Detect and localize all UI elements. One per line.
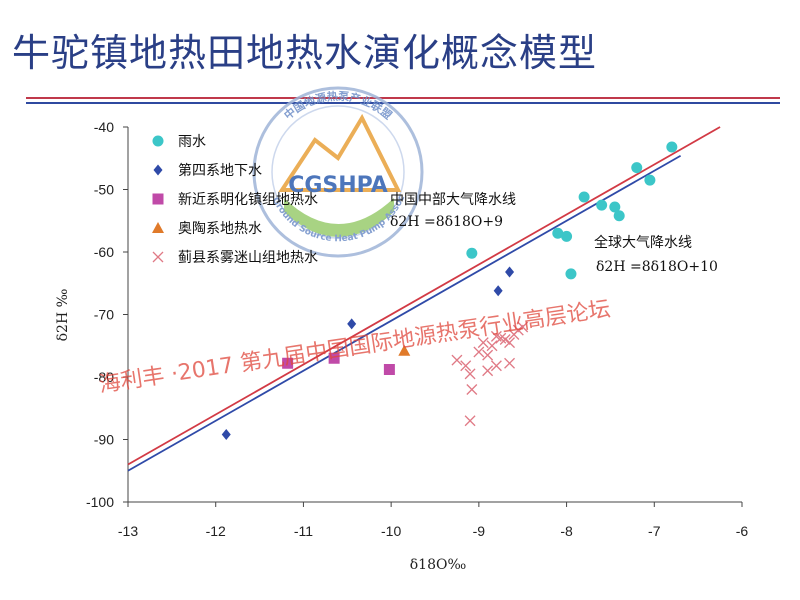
data-point-series-0 xyxy=(613,210,625,222)
data-point-series-4 xyxy=(451,354,463,366)
gmwl-label: 全球大气降水线 xyxy=(594,234,692,251)
data-point-series-4 xyxy=(460,360,472,372)
x-tick-label: -9 xyxy=(473,523,486,539)
data-point-series-0 xyxy=(631,162,643,174)
legend-label-0: 雨水 xyxy=(178,134,206,150)
x-marker-stroke xyxy=(486,340,498,352)
y-tick-label: -60 xyxy=(94,244,114,260)
data-point-series-4 xyxy=(464,368,476,380)
data-point-series-0 xyxy=(552,227,564,239)
data-point-series-0 xyxy=(561,230,573,242)
x-marker-stroke xyxy=(499,334,511,345)
x-marker-stroke xyxy=(482,365,494,377)
data-point-series-0 xyxy=(596,199,608,211)
plot-area: -13 -12 -11 -10 -9 -8 -7 -6 -40 -50 -60 -70 -80 -90 -1… xyxy=(86,119,748,539)
data-point-series-4 xyxy=(482,349,494,361)
data-point-series-4 xyxy=(473,346,485,358)
legend-marker-4 xyxy=(152,251,164,263)
data-point-series-0 xyxy=(578,191,590,203)
data-point-series-1 xyxy=(347,318,357,330)
slide-title: 牛驼镇地热田地热水演化概念模型 xyxy=(12,31,598,75)
cgshpa-logo: CGSHPA 中国地源热泵产业联盟 China Ground Source He… xyxy=(0,0,424,258)
y-tick-label: -70 xyxy=(94,307,114,323)
logo-roof-icon xyxy=(278,113,402,192)
x-marker-stroke xyxy=(460,360,472,372)
title-divider-blue xyxy=(26,102,780,104)
legend-label-3: 奥陶系地热水 xyxy=(178,220,262,237)
legend-marker-2 xyxy=(152,193,164,205)
data-point-series-3 xyxy=(398,344,411,356)
logo-text: CGSHPA xyxy=(288,173,388,198)
data-point-series-4 xyxy=(482,365,494,377)
x-marker-stroke xyxy=(464,415,476,427)
data-point-series-0 xyxy=(609,201,621,213)
data-point-series-4 xyxy=(466,384,478,395)
x-marker-stroke xyxy=(482,349,494,361)
x-marker-stroke xyxy=(490,330,502,342)
data-point-series-4 xyxy=(477,337,489,349)
x-marker-stroke xyxy=(490,360,502,372)
data-point-series-0 xyxy=(466,247,478,259)
cmwl-equation: δ2H =8δ18O+9 xyxy=(390,214,503,230)
data-point-series-4 xyxy=(490,360,502,372)
data-point-series-0 xyxy=(644,174,656,186)
x-tick-label: -12 xyxy=(206,523,226,539)
data-point-series-0 xyxy=(666,141,678,153)
x-marker-stroke xyxy=(504,337,516,349)
data-point-series-2 xyxy=(282,357,294,369)
x-tick-label: -7 xyxy=(648,523,661,539)
data-point-series-1 xyxy=(221,429,231,440)
data-point-series-0 xyxy=(565,268,577,280)
data-point-series-4 xyxy=(504,357,516,369)
y-axis-label: δ2H ‰ xyxy=(55,288,71,341)
watermark-text: 海利丰 ·2017 第九届中国国际地源热泵行业高层论坛 xyxy=(97,297,612,398)
y-tick-label: -100 xyxy=(86,494,114,510)
legend-label-4: 蓟县系雾迷山组地热水 xyxy=(178,250,318,266)
y-tick-label: -50 xyxy=(94,182,114,198)
legend-marker-0 xyxy=(152,135,164,147)
x-marker-stroke xyxy=(152,251,164,263)
logo-ground-icon xyxy=(284,198,394,237)
legend-label-1: 第四系地下水 xyxy=(178,162,262,179)
x-marker-stroke xyxy=(504,357,516,369)
cmwl-label: 中国中部大气降水线 xyxy=(390,192,516,208)
data-point-series-2 xyxy=(383,364,395,375)
x-marker-stroke xyxy=(477,337,489,349)
x-tick-label: -10 xyxy=(381,523,401,539)
y-tick-label: -40 xyxy=(94,119,114,135)
x-tick-label: -13 xyxy=(118,523,138,539)
x-tick-label: -6 xyxy=(736,523,749,539)
legend-marker-1 xyxy=(153,164,163,176)
x-marker-stroke xyxy=(451,354,463,366)
x-marker-stroke xyxy=(473,346,485,358)
x-marker-stroke xyxy=(495,332,507,344)
data-point-series-4 xyxy=(504,337,516,349)
x-marker-stroke xyxy=(464,368,476,380)
data-point-series-2 xyxy=(328,352,340,364)
x-tick-label: -8 xyxy=(560,523,573,539)
gmwl-line xyxy=(127,126,721,466)
gmwl-equation: δ2H =8δ18O+10 xyxy=(596,259,718,275)
y-tick-label: -90 xyxy=(94,432,114,448)
x-marker-stroke xyxy=(517,321,529,333)
y-tick-label: -80 xyxy=(94,369,114,385)
data-point-series-1 xyxy=(493,285,503,297)
legend-label-2: 新近系明化镇组地热水 xyxy=(178,192,318,208)
data-point-series-4 xyxy=(486,340,498,352)
x-tick-label: -11 xyxy=(294,523,313,539)
x-axis-label: δ18O‰ xyxy=(410,557,467,573)
cmwl-line xyxy=(127,154,682,472)
title-divider-red xyxy=(26,97,780,99)
data-point-series-1 xyxy=(505,266,515,278)
data-point-series-4 xyxy=(495,332,507,344)
data-point-series-4 xyxy=(517,321,529,333)
x-marker-stroke xyxy=(466,384,478,395)
legend-marker-3 xyxy=(152,222,164,233)
data-point-series-4 xyxy=(464,415,476,427)
